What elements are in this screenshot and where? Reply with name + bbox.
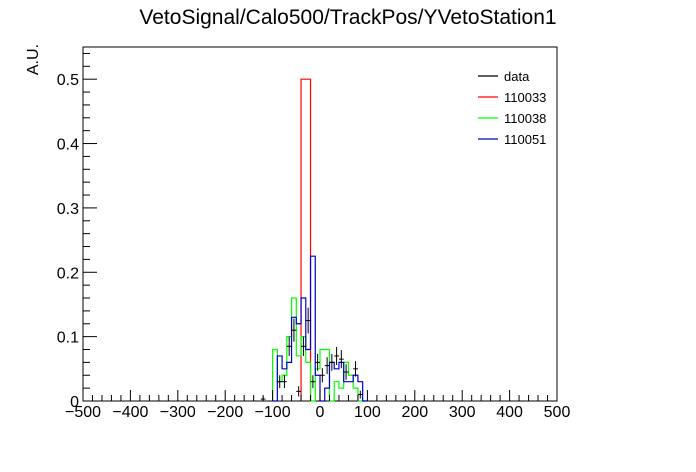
legend-label: 110033 <box>504 90 546 105</box>
data-point <box>324 357 330 374</box>
x-tick-label: 100 <box>354 404 381 421</box>
x-tick-label: −300 <box>160 404 196 421</box>
data-point <box>357 390 363 399</box>
x-tick-label: −200 <box>207 404 243 421</box>
y-tick-label: 0.2 <box>57 265 79 282</box>
x-tick-label: −400 <box>112 404 148 421</box>
data-point <box>296 386 302 397</box>
x-tick-label: 0 <box>316 404 325 421</box>
legend-entry: 110051 <box>478 132 546 147</box>
y-tick-label: 0 <box>70 394 79 411</box>
data-point <box>353 361 358 377</box>
y-axis-label: A.U. <box>25 44 42 75</box>
x-tick-label: 300 <box>449 404 476 421</box>
data-point <box>315 354 320 371</box>
x-tick-label: 400 <box>496 404 523 421</box>
plot-frame <box>82 46 558 402</box>
data-point <box>282 375 287 389</box>
legend: data 110033 110038 110051 <box>478 69 546 147</box>
x-tick-label: 200 <box>401 404 428 421</box>
y-tick-label: 0.1 <box>57 330 79 347</box>
x-tick-label: −500 <box>65 404 101 421</box>
plot-area <box>82 46 558 402</box>
x-tick-label: −100 <box>255 404 291 421</box>
data-point <box>320 368 325 383</box>
legend-entry: data <box>478 69 530 84</box>
data-point <box>343 364 349 380</box>
data-point <box>334 346 339 365</box>
legend-entry: 110038 <box>478 111 546 126</box>
legend-entry: 110033 <box>478 90 546 105</box>
series-110051-histogram <box>272 255 368 402</box>
data-point <box>305 307 311 334</box>
axes: −500 −400 −300 −200 −100 0 100 200 300 400 500 0 0.1… <box>57 52 571 421</box>
series-110033-histogram <box>300 78 312 401</box>
data-point <box>310 375 316 389</box>
data-point <box>329 354 335 371</box>
legend-label: 110038 <box>504 111 546 126</box>
legend-label: data <box>504 69 530 84</box>
x-tick-label: 500 <box>544 404 571 421</box>
y-tick-label: 0.4 <box>57 137 79 154</box>
legend-label: 110051 <box>504 132 546 147</box>
chart-title: VetoSignal/Calo500/TrackPos/YVetoStation… <box>139 6 556 29</box>
data-point <box>338 350 344 369</box>
data-point <box>277 375 283 389</box>
histogram-layer <box>272 78 368 402</box>
y-tick-label: 0.3 <box>57 201 79 218</box>
y-tick-label: 0.5 <box>57 72 79 89</box>
data-point <box>301 336 306 356</box>
data-points-layer <box>260 307 363 401</box>
data-point <box>291 318 297 342</box>
data-point <box>286 336 292 356</box>
